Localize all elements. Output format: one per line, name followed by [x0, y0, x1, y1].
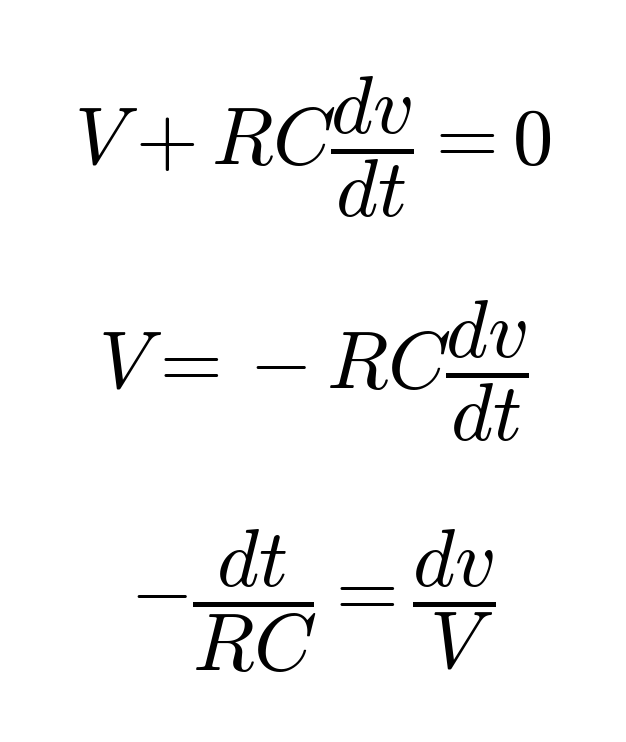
Text: $V = -RC\dfrac{dv}{dt}$: $V = -RC\dfrac{dv}{dt}$: [98, 298, 528, 444]
Text: $V + RC\dfrac{dv}{dt} = 0$: $V + RC\dfrac{dv}{dt} = 0$: [74, 75, 552, 220]
Text: $-\dfrac{dt}{RC} = \dfrac{dv}{V}$: $-\dfrac{dt}{RC} = \dfrac{dv}{V}$: [130, 528, 496, 674]
